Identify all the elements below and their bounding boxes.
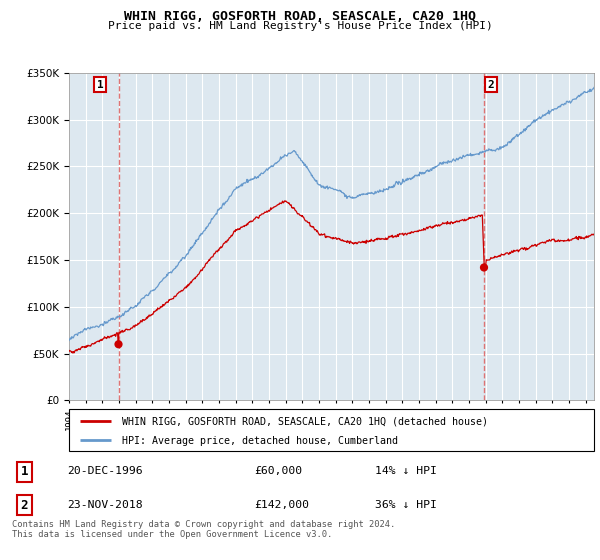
Text: 1: 1 bbox=[20, 465, 28, 478]
Text: 2: 2 bbox=[20, 499, 28, 512]
Text: HPI: Average price, detached house, Cumberland: HPI: Average price, detached house, Cumb… bbox=[121, 436, 398, 446]
Text: 14% ↓ HPI: 14% ↓ HPI bbox=[375, 466, 437, 477]
Point bbox=[479, 263, 489, 272]
Text: WHIN RIGG, GOSFORTH ROAD, SEASCALE, CA20 1HQ (detached house): WHIN RIGG, GOSFORTH ROAD, SEASCALE, CA20… bbox=[121, 417, 487, 426]
Text: Price paid vs. HM Land Registry's House Price Index (HPI): Price paid vs. HM Land Registry's House … bbox=[107, 21, 493, 31]
Text: 2: 2 bbox=[487, 80, 494, 90]
Text: 23-NOV-2018: 23-NOV-2018 bbox=[67, 500, 142, 510]
Point bbox=[114, 340, 124, 349]
Text: Contains HM Land Registry data © Crown copyright and database right 2024.
This d: Contains HM Land Registry data © Crown c… bbox=[12, 520, 395, 539]
FancyBboxPatch shape bbox=[69, 409, 594, 451]
Text: £60,000: £60,000 bbox=[254, 466, 302, 477]
Text: 36% ↓ HPI: 36% ↓ HPI bbox=[375, 500, 437, 510]
Text: £142,000: £142,000 bbox=[254, 500, 309, 510]
Text: 20-DEC-1996: 20-DEC-1996 bbox=[67, 466, 142, 477]
Text: 1: 1 bbox=[97, 80, 104, 90]
Text: WHIN RIGG, GOSFORTH ROAD, SEASCALE, CA20 1HQ: WHIN RIGG, GOSFORTH ROAD, SEASCALE, CA20… bbox=[124, 10, 476, 22]
